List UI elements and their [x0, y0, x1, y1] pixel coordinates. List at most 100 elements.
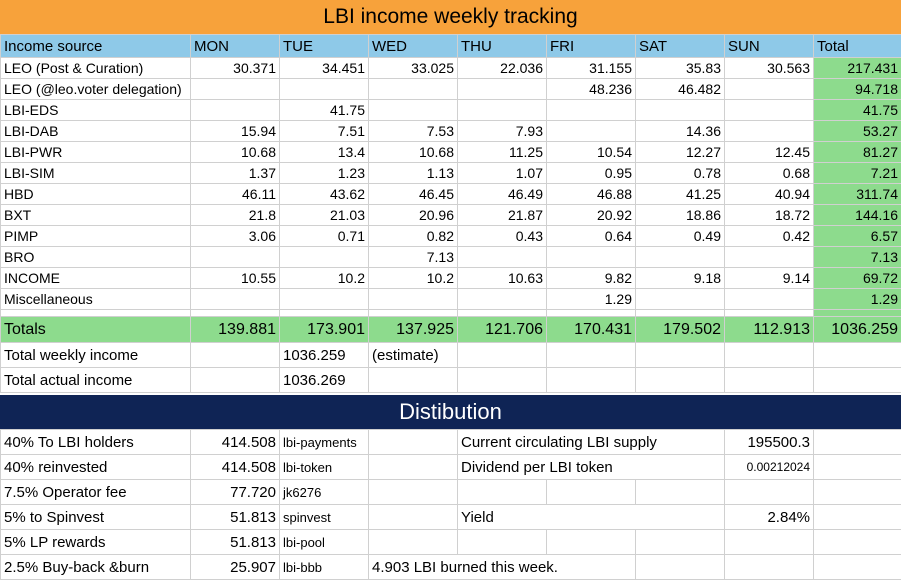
- distribution-label[interactable]: 7.5% Operator fee: [1, 480, 191, 505]
- day-total-cell[interactable]: 112.913: [725, 317, 814, 343]
- burn-note[interactable]: 4.903 LBI burned this week.: [369, 555, 636, 580]
- value-cell[interactable]: [191, 100, 280, 121]
- header-cell[interactable]: SUN: [725, 35, 814, 58]
- value-cell[interactable]: 10.2: [280, 268, 369, 289]
- empty-cell[interactable]: [636, 530, 725, 555]
- header-cell[interactable]: WED: [369, 35, 458, 58]
- value-cell[interactable]: [458, 79, 547, 100]
- yield-value[interactable]: 2.84%: [725, 505, 814, 530]
- empty-cell[interactable]: [725, 480, 814, 505]
- value-cell[interactable]: [369, 289, 458, 310]
- empty-cell[interactable]: [814, 455, 901, 480]
- value-cell[interactable]: 0.78: [636, 163, 725, 184]
- value-cell[interactable]: [636, 100, 725, 121]
- value-cell[interactable]: 21.8: [191, 205, 280, 226]
- value-cell[interactable]: [458, 289, 547, 310]
- value-cell[interactable]: 7.93: [458, 121, 547, 142]
- value-cell[interactable]: 10.54: [547, 142, 636, 163]
- value-cell[interactable]: 46.88: [547, 184, 636, 205]
- empty-cell[interactable]: [814, 555, 901, 580]
- value-cell[interactable]: 0.82: [369, 226, 458, 247]
- actual-income-value[interactable]: 1036.269: [280, 368, 369, 393]
- empty-cell[interactable]: [369, 455, 458, 480]
- income-source-cell[interactable]: LEO (Post & Curation): [1, 58, 191, 79]
- empty-cell[interactable]: [636, 310, 725, 317]
- value-cell[interactable]: [280, 289, 369, 310]
- distribution-value[interactable]: 51.813: [191, 505, 280, 530]
- supply-label[interactable]: Current circulating LBI supply: [458, 430, 725, 455]
- distribution-value[interactable]: 25.907: [191, 555, 280, 580]
- row-total-cell[interactable]: 6.57: [814, 226, 901, 247]
- value-cell[interactable]: [191, 247, 280, 268]
- value-cell[interactable]: 1.37: [191, 163, 280, 184]
- row-total-cell[interactable]: 81.27: [814, 142, 901, 163]
- value-cell[interactable]: 0.95: [547, 163, 636, 184]
- value-cell[interactable]: 9.14: [725, 268, 814, 289]
- distribution-label[interactable]: 2.5% Buy-back &burn: [1, 555, 191, 580]
- value-cell[interactable]: 1.07: [458, 163, 547, 184]
- value-cell[interactable]: 1.23: [280, 163, 369, 184]
- distribution-label[interactable]: 40% reinvested: [1, 455, 191, 480]
- empty-cell[interactable]: [369, 430, 458, 455]
- value-cell[interactable]: 10.68: [369, 142, 458, 163]
- value-cell[interactable]: 34.451: [280, 58, 369, 79]
- value-cell[interactable]: 0.49: [636, 226, 725, 247]
- value-cell[interactable]: 11.25: [458, 142, 547, 163]
- empty-cell[interactable]: [547, 310, 636, 317]
- empty-cell[interactable]: [725, 555, 814, 580]
- dividend-label[interactable]: Dividend per LBI token: [458, 455, 725, 480]
- value-cell[interactable]: 0.42: [725, 226, 814, 247]
- value-cell[interactable]: 46.482: [636, 79, 725, 100]
- header-cell[interactable]: FRI: [547, 35, 636, 58]
- value-cell[interactable]: 0.68: [725, 163, 814, 184]
- empty-cell[interactable]: [814, 480, 901, 505]
- empty-cell[interactable]: [547, 480, 636, 505]
- row-total-cell[interactable]: 94.718: [814, 79, 901, 100]
- row-total-cell[interactable]: 311.74: [814, 184, 901, 205]
- row-total-cell[interactable]: 217.431: [814, 58, 901, 79]
- empty-cell[interactable]: [191, 368, 280, 393]
- income-source-cell[interactable]: LBI-PWR: [1, 142, 191, 163]
- empty-cell[interactable]: [725, 530, 814, 555]
- actual-income-label[interactable]: Total actual income: [1, 368, 191, 393]
- value-cell[interactable]: 10.55: [191, 268, 280, 289]
- value-cell[interactable]: 12.27: [636, 142, 725, 163]
- income-source-cell[interactable]: LBI-EDS: [1, 100, 191, 121]
- empty-cell[interactable]: [458, 368, 547, 393]
- distribution-account[interactable]: spinvest: [280, 505, 369, 530]
- empty-cell[interactable]: [1, 310, 191, 317]
- day-total-cell[interactable]: 137.925: [369, 317, 458, 343]
- row-total-cell[interactable]: 1.29: [814, 289, 901, 310]
- empty-cell[interactable]: [814, 430, 901, 455]
- yield-label[interactable]: Yield: [458, 505, 725, 530]
- value-cell[interactable]: 35.83: [636, 58, 725, 79]
- header-cell[interactable]: MON: [191, 35, 280, 58]
- header-cell[interactable]: Income source: [1, 35, 191, 58]
- value-cell[interactable]: [191, 289, 280, 310]
- value-cell[interactable]: 12.45: [725, 142, 814, 163]
- value-cell[interactable]: 21.87: [458, 205, 547, 226]
- day-total-cell[interactable]: 170.431: [547, 317, 636, 343]
- weekly-income-label[interactable]: Total weekly income: [1, 343, 191, 368]
- value-cell[interactable]: 7.13: [369, 247, 458, 268]
- empty-cell[interactable]: [814, 505, 901, 530]
- value-cell[interactable]: 20.92: [547, 205, 636, 226]
- empty-cell[interactable]: [547, 368, 636, 393]
- value-cell[interactable]: 22.036: [458, 58, 547, 79]
- distribution-label[interactable]: 5% LP rewards: [1, 530, 191, 555]
- income-source-cell[interactable]: INCOME: [1, 268, 191, 289]
- empty-cell[interactable]: [280, 310, 369, 317]
- value-cell[interactable]: 43.62: [280, 184, 369, 205]
- value-cell[interactable]: [191, 79, 280, 100]
- empty-cell[interactable]: [636, 480, 725, 505]
- value-cell[interactable]: [725, 100, 814, 121]
- day-total-cell[interactable]: 121.706: [458, 317, 547, 343]
- row-total-cell[interactable]: 41.75: [814, 100, 901, 121]
- value-cell[interactable]: 10.2: [369, 268, 458, 289]
- value-cell[interactable]: [547, 121, 636, 142]
- distribution-label[interactable]: 40% To LBI holders: [1, 430, 191, 455]
- value-cell[interactable]: 13.4: [280, 142, 369, 163]
- value-cell[interactable]: 40.94: [725, 184, 814, 205]
- income-source-cell[interactable]: LEO (@leo.voter delegation): [1, 79, 191, 100]
- empty-cell[interactable]: [369, 505, 458, 530]
